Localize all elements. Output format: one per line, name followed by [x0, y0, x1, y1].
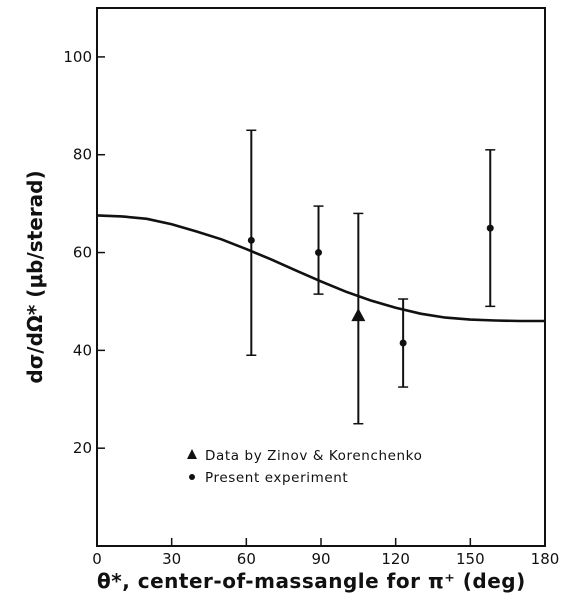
triangle-data-point	[351, 212, 366, 425]
x-tick-label: 60	[237, 550, 256, 568]
circle-data-point	[246, 129, 257, 357]
theory-curve	[96, 214, 545, 323]
circle-data-point	[398, 298, 409, 388]
circle-marker	[399, 339, 407, 347]
data-points	[246, 129, 496, 425]
y-axis-label: dσ/dΩ* (μb/sterad)	[23, 170, 47, 383]
triangle-marker	[351, 308, 366, 322]
circle-data-point	[313, 205, 324, 295]
tick-labels: 0 30 60 90 120 150 180 20 40 60 80 100	[63, 48, 559, 568]
y-tick-label: 20	[73, 439, 92, 457]
x-axis-label: θ*, center-of-massangle for π⁺ (deg)	[97, 569, 526, 593]
circle-marker	[486, 224, 494, 232]
legend-circle-icon	[189, 474, 195, 480]
x-tick-label: 180	[531, 550, 560, 568]
plot-frame	[96, 7, 546, 547]
legend-label: Data by Zinov & Korenchenko	[205, 448, 422, 464]
circle-marker	[315, 249, 323, 257]
ticks	[96, 56, 546, 546]
legend: Data by Zinov & Korenchenko Present exper…	[187, 448, 422, 486]
legend-label: Present experiment	[205, 470, 348, 486]
x-tick-label: 0	[92, 550, 102, 568]
x-tick-label: 150	[456, 550, 485, 568]
x-tick-label: 120	[381, 550, 410, 568]
y-tick-label: 80	[73, 146, 92, 164]
legend-triangle-icon	[187, 449, 197, 459]
x-tick-label: 90	[311, 550, 330, 568]
circle-marker	[247, 236, 255, 244]
y-tick-label: 100	[63, 48, 92, 66]
y-tick-label: 40	[73, 341, 92, 359]
circle-data-point	[485, 149, 496, 308]
y-tick-label: 60	[73, 244, 92, 262]
x-tick-label: 30	[162, 550, 181, 568]
